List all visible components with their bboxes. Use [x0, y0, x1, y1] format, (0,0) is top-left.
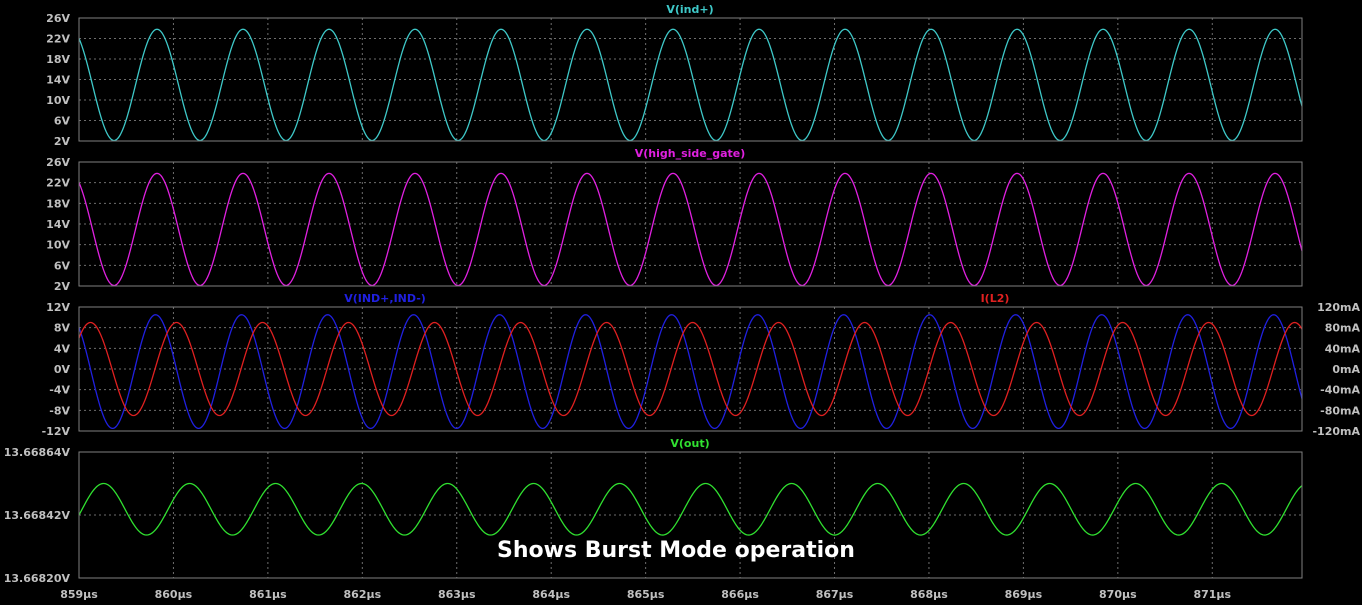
x-tick-label: 863µs	[438, 588, 476, 601]
y-tick-label: 18V	[46, 197, 70, 210]
y2-tick-label: 0mA	[1332, 363, 1360, 376]
x-tick-label: 860µs	[155, 588, 193, 601]
y-tick-label: -12V	[42, 425, 71, 438]
y-tick-label: 13.66820V	[4, 572, 71, 585]
x-tick-label: 869µs	[1005, 588, 1043, 601]
y-tick-label: 13.66864V	[4, 446, 71, 459]
x-tick-label: 865µs	[627, 588, 665, 601]
y-tick-label: 10V	[46, 239, 70, 252]
y-tick-label: 22V	[46, 177, 70, 190]
x-tick-label: 861µs	[249, 588, 287, 601]
y-tick-label: -8V	[49, 404, 70, 417]
trace-v-out-	[78, 482, 1303, 536]
y-tick-label: 22V	[46, 33, 70, 46]
y-tick-label: 14V	[46, 74, 70, 87]
x-tick-label: 870µs	[1099, 588, 1137, 601]
y-tick-label: 26V	[46, 12, 70, 25]
trace-v-ind-	[78, 28, 1303, 142]
trace-i-l2-	[78, 321, 1303, 417]
x-tick-label: 867µs	[816, 588, 854, 601]
trace-title: V(out)	[670, 437, 709, 450]
y2-tick-label: 40mA	[1325, 342, 1361, 355]
y-tick-label: 8V	[54, 322, 71, 335]
y-tick-label: 14V	[46, 218, 70, 231]
y-tick-label: 4V	[54, 342, 71, 355]
y-tick-label: 6V	[54, 115, 71, 128]
trace-title: V(high_side_gate)	[635, 147, 746, 160]
trace-v-ind-ind-	[78, 314, 1303, 430]
pane-3: -12V -8V -4V 0V 4V 8V 12V -120mA -80mA -40mA 0mA 40…	[42, 292, 1361, 438]
pane-1: 2V 6V 10V 14V 18V 22V 26V V(ind+)	[46, 3, 1303, 148]
y2-tick-label: -120mA	[1312, 425, 1360, 438]
y-tick-label: 6V	[54, 259, 71, 272]
x-tick-label: 868µs	[910, 588, 948, 601]
y-tick-label: 10V	[46, 94, 70, 107]
y2-tick-label: 120mA	[1317, 301, 1360, 314]
pane-4: 859µs 860µs 861µs 862µs 863µs 864µs 865µs 866µs…	[4, 437, 1303, 601]
y-tick-label: -4V	[49, 384, 70, 397]
y-tick-label: 26V	[46, 156, 70, 169]
trace-title: V(IND+,IND-)	[344, 292, 426, 305]
y-tick-label: 2V	[54, 135, 71, 148]
pane-frame	[78, 17, 1303, 142]
trace-v-high-side-gate-	[78, 172, 1303, 287]
y2-tick-label: -80mA	[1320, 404, 1360, 417]
y2-tick-label: 80mA	[1325, 322, 1361, 335]
x-tick-label: 866µs	[721, 588, 759, 601]
y-tick-label: 2V	[54, 280, 71, 293]
y-tick-label: 0V	[54, 363, 71, 376]
x-tick-label: 859µs	[60, 588, 98, 601]
y-tick-label: 13.66842V	[4, 509, 71, 522]
burst-mode-annotation: Shows Burst Mode operation	[497, 538, 855, 563]
y-tick-label: 18V	[46, 53, 70, 66]
trace-title: V(ind+)	[666, 3, 713, 16]
y2-tick-label: -40mA	[1320, 384, 1360, 397]
trace-title: I(L2)	[981, 292, 1010, 305]
x-tick-label: 862µs	[344, 588, 382, 601]
pane-2: 2V 6V 10V 14V 18V 22V 26V V(high_side_gate)	[46, 147, 1303, 293]
pane-frame	[78, 451, 1303, 579]
pane-frame	[78, 161, 1303, 287]
pane-frame	[78, 306, 1303, 432]
y-tick-label: 12V	[46, 301, 70, 314]
x-tick-label: 871µs	[1193, 588, 1231, 601]
x-tick-label: 864µs	[532, 588, 570, 601]
